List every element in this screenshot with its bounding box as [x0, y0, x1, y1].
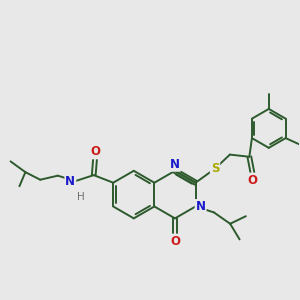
- Text: S: S: [211, 162, 219, 175]
- Text: N: N: [65, 175, 75, 188]
- Text: H: H: [77, 192, 85, 202]
- Text: O: O: [170, 235, 180, 248]
- Text: O: O: [248, 173, 258, 187]
- Text: N: N: [170, 158, 180, 171]
- Text: N: N: [196, 200, 206, 213]
- Text: O: O: [90, 146, 100, 158]
